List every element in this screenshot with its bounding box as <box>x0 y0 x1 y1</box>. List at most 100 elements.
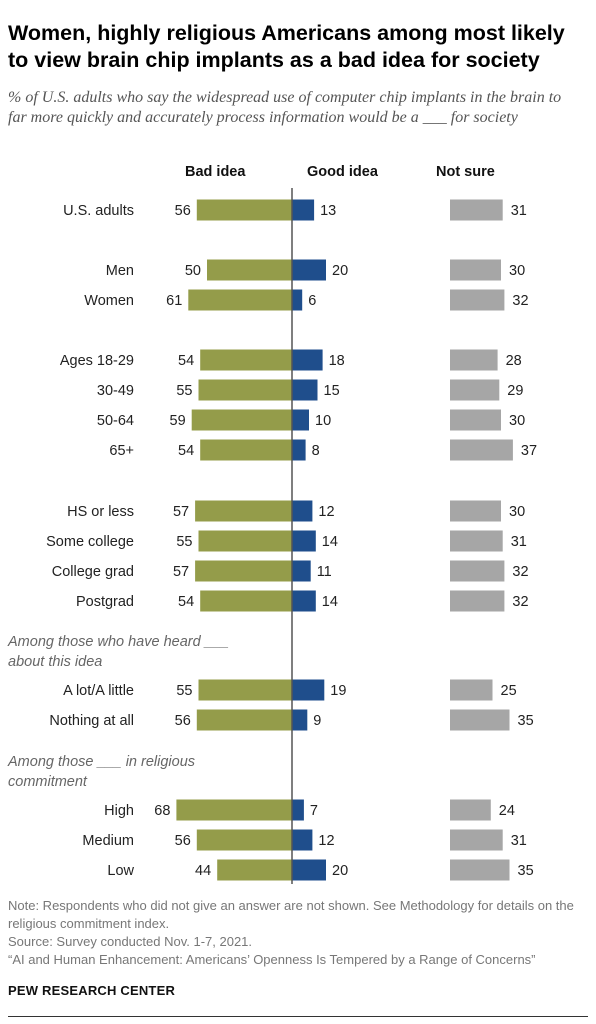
not-sure-bar-men <box>450 259 501 281</box>
good-idea-bar-65 <box>292 439 306 461</box>
footnote: Note: Respondents who did not give an an… <box>8 898 574 931</box>
row-label-a-lot-a-little: A lot/A little <box>63 683 134 699</box>
row-label-hs-or-less: HS or less <box>67 504 134 520</box>
not-sure-bar-ages-18-29 <box>450 349 498 371</box>
good-idea-bar-u-s-adults <box>292 199 315 221</box>
not-sure-value-postgrad: 32 <box>512 594 528 610</box>
report-title: “AI and Human Enhancement: Americans’ Op… <box>8 952 536 967</box>
not-sure-value-a-lot-a-little: 25 <box>501 683 517 699</box>
bad-idea-bar-men <box>207 259 292 281</box>
bad-idea-bar-65 <box>200 439 292 461</box>
bad-idea-bar-women <box>188 289 292 311</box>
row-label-medium: Medium <box>82 833 134 849</box>
bad-idea-value-some-college: 55 <box>176 534 192 550</box>
not-sure-bar-postgrad <box>450 590 505 612</box>
row-label-30-49: 30-49 <box>97 383 134 399</box>
bad-idea-value-high: 68 <box>154 803 170 819</box>
not-sure-value-hs-or-less: 30 <box>509 504 525 520</box>
row-label-ages-18-29: Ages 18-29 <box>60 353 134 369</box>
bad-idea-bar-high <box>176 799 292 821</box>
group-note-commitment: Among those ___ in religious commitment <box>8 754 196 790</box>
bad-idea-bar-hs-or-less <box>195 500 292 522</box>
row-label-nothing-at-all: Nothing at all <box>49 713 134 729</box>
bad-idea-bar-50-64 <box>191 409 292 431</box>
good-idea-value-women: 6 <box>308 293 316 309</box>
good-idea-value-men: 20 <box>332 263 348 279</box>
bad-idea-bar-30-49 <box>198 379 292 401</box>
bad-idea-value-postgrad: 54 <box>178 594 194 610</box>
bad-idea-value-a-lot-a-little: 55 <box>176 683 192 699</box>
bad-idea-value-65: 54 <box>178 443 194 459</box>
good-idea-value-high: 7 <box>310 803 318 819</box>
good-idea-bar-women <box>292 289 303 311</box>
bad-idea-bar-some-college <box>198 530 292 552</box>
chart-subtitle: % of U.S. adults who say the widespread … <box>8 89 562 126</box>
row-label-65: 65+ <box>109 443 134 459</box>
bad-idea-bar-medium <box>196 829 292 851</box>
row-label-postgrad: Postgrad <box>76 594 134 610</box>
good-idea-bar-ages-18-29 <box>292 349 323 371</box>
bad-idea-value-college-grad: 57 <box>173 564 189 580</box>
good-idea-value-postgrad: 14 <box>322 594 338 610</box>
bad-idea-bar-nothing-at-all <box>196 709 292 731</box>
good-idea-bar-a-lot-a-little <box>292 679 325 701</box>
not-sure-bar-college-grad <box>450 560 505 582</box>
good-idea-bar-30-49 <box>292 379 318 401</box>
good-idea-value-low: 20 <box>332 863 348 879</box>
bottom-rule <box>8 1016 588 1017</box>
not-sure-value-men: 30 <box>509 263 525 279</box>
bad-idea-bar-postgrad <box>200 590 292 612</box>
bad-idea-value-low: 44 <box>195 863 211 879</box>
bad-idea-value-men: 50 <box>185 263 201 279</box>
not-sure-value-women: 32 <box>512 293 528 309</box>
legend-good-idea: Good idea <box>307 164 378 180</box>
good-idea-value-50-64: 10 <box>315 413 331 429</box>
bad-idea-bar-ages-18-29 <box>200 349 292 371</box>
good-idea-bar-college-grad <box>292 560 311 582</box>
bad-idea-bar-u-s-adults <box>196 199 292 221</box>
row-label-high: High <box>104 803 134 819</box>
not-sure-bar-u-s-adults <box>450 199 503 221</box>
bad-idea-bar-a-lot-a-little <box>198 679 292 701</box>
good-idea-value-65: 8 <box>312 443 320 459</box>
not-sure-value-65: 37 <box>521 443 537 459</box>
good-idea-bar-low <box>292 859 326 881</box>
not-sure-bar-nothing-at-all <box>450 709 510 731</box>
good-idea-value-30-49: 15 <box>324 383 340 399</box>
legend-bad-idea: Bad idea <box>185 164 246 180</box>
not-sure-value-30-49: 29 <box>507 383 523 399</box>
not-sure-value-college-grad: 32 <box>512 564 528 580</box>
not-sure-bar-hs-or-less <box>450 500 501 522</box>
good-idea-value-ages-18-29: 18 <box>329 353 345 369</box>
row-label-men: Men <box>106 263 134 279</box>
source-note: Source: Survey conducted Nov. 1-7, 2021. <box>8 934 253 949</box>
not-sure-bar-50-64 <box>450 409 501 431</box>
group-note-heard: Among those who have heard ___ about thi… <box>8 634 229 670</box>
good-idea-value-hs-or-less: 12 <box>318 504 334 520</box>
bad-idea-value-30-49: 55 <box>176 383 192 399</box>
chart-title: Women, highly religious Americans among … <box>8 21 565 72</box>
good-idea-value-a-lot-a-little: 19 <box>330 683 346 699</box>
good-idea-bar-medium <box>292 829 313 851</box>
row-label-some-college: Some college <box>46 534 134 550</box>
bad-idea-bar-low <box>217 859 292 881</box>
good-idea-bar-50-64 <box>292 409 309 431</box>
good-idea-bar-postgrad <box>292 590 316 612</box>
bad-idea-value-nothing-at-all: 56 <box>175 713 191 729</box>
not-sure-bar-some-college <box>450 530 503 552</box>
good-idea-bar-some-college <box>292 530 316 552</box>
good-idea-bar-high <box>292 799 304 821</box>
row-label-college-grad: College grad <box>52 564 134 580</box>
good-idea-value-u-s-adults: 13 <box>320 203 336 219</box>
good-idea-value-medium: 12 <box>318 833 334 849</box>
row-label-50-64: 50-64 <box>97 413 134 429</box>
bar-chart: U.S. adults 56 13 31 Men 50 20 30 Women 61 6 32 Ages… <box>46 188 537 884</box>
bad-idea-value-women: 61 <box>166 293 182 309</box>
not-sure-bar-30-49 <box>450 379 500 401</box>
good-idea-bar-men <box>292 259 326 281</box>
not-sure-bar-a-lot-a-little <box>450 679 493 701</box>
bad-idea-value-hs-or-less: 57 <box>173 504 189 520</box>
publisher-logo-text: PEW RESEARCH CENTER <box>8 983 176 998</box>
not-sure-value-ages-18-29: 28 <box>506 353 522 369</box>
row-label-women: Women <box>84 293 134 309</box>
